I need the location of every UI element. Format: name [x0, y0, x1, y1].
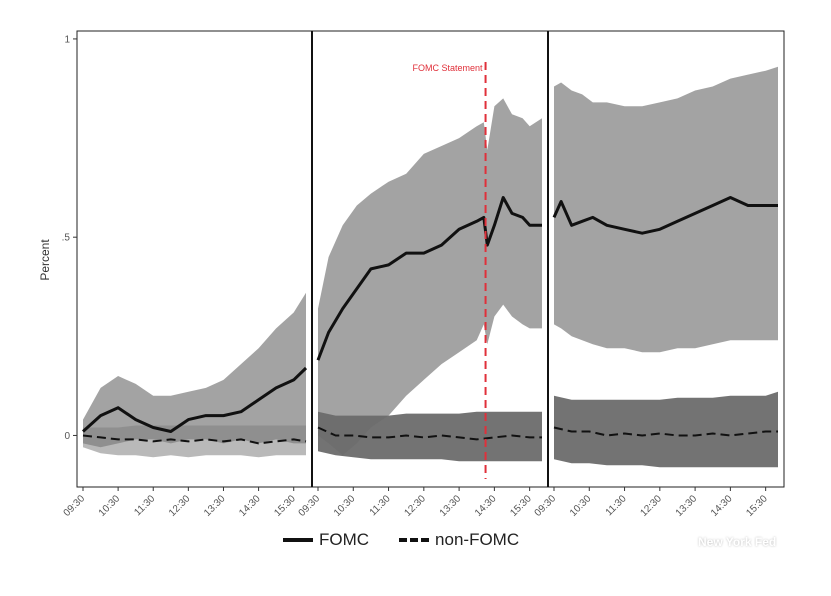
- legend-item-fomc: FOMC: [283, 530, 369, 550]
- series-line-nonfomc-panel-3: [553, 426, 778, 437]
- x-tick-label: 10:30: [97, 493, 123, 519]
- x-tick-label: 11:30: [368, 493, 393, 518]
- x-tick-label: 14:30: [473, 493, 499, 519]
- x-tick-label: 14:30: [709, 493, 735, 519]
- band-nonfomc-panel-3: [554, 391, 778, 468]
- x-tick-label: 11:30: [132, 493, 157, 518]
- x-tick-label: 10:30: [568, 493, 594, 519]
- series-line-nonfomc-panel-1: [82, 434, 307, 445]
- x-tick-label: 09:30: [62, 493, 88, 519]
- legend-swatch-solid: [283, 538, 313, 542]
- y-axis: 0.51: [62, 34, 77, 442]
- x-tick-label: 15:30: [508, 493, 534, 519]
- x-tick-label: 10:30: [332, 493, 358, 519]
- x-tick-label: 12:30: [167, 493, 193, 519]
- series-line-fomc-panel-1: [81, 366, 308, 433]
- y-tick-label: .5: [62, 233, 71, 244]
- annotation-layer: FOMC Statement: [413, 62, 487, 479]
- x-axis: 09:30 10:30 11:30 12:30 13:30 14:30 15:3009:30…: [62, 487, 770, 519]
- x-tick-label: 15:30: [744, 493, 770, 519]
- series-line-fomc-panel-2: [316, 196, 542, 361]
- series-lines: [81, 196, 778, 445]
- fomc-statement-label: FOMC Statement: [413, 63, 484, 73]
- band-fomc-panel-2: [318, 98, 542, 456]
- x-tick-label: 12:30: [402, 493, 428, 519]
- band-fomc-panel-3: [554, 66, 778, 353]
- legend-item-nonfomc: non-FOMC: [399, 530, 519, 550]
- legend-label-nonfomc: non-FOMC: [435, 530, 520, 549]
- series-line-fomc-panel-3: [552, 196, 778, 235]
- plot-border: [76, 30, 785, 488]
- y-tick-label: 0: [64, 431, 70, 442]
- x-tick-label: 13:30: [202, 493, 228, 519]
- x-tick-label: 09:30: [533, 493, 559, 519]
- x-tick-label: 15:30: [272, 493, 298, 519]
- x-tick-label: 09:30: [297, 493, 323, 519]
- legend-swatch-dashed: [399, 538, 430, 542]
- x-tick-label: 12:30: [638, 493, 664, 519]
- watermark-logo: New York Fed: [698, 535, 777, 549]
- panel-frames: [76, 30, 785, 488]
- legend: FOMC non-FOMC: [283, 530, 549, 550]
- x-tick-label: 14:30: [237, 493, 263, 519]
- confidence-bands: [83, 66, 778, 468]
- y-axis-label: Percent: [38, 239, 52, 281]
- x-tick-label: 13:30: [438, 493, 464, 519]
- band-fomc-panel-1: [83, 292, 306, 448]
- series-line-nonfomc-panel-2: [317, 426, 542, 441]
- x-tick-label: 13:30: [674, 493, 700, 519]
- x-tick-label: 11:30: [604, 493, 629, 518]
- legend-label-fomc: FOMC: [319, 530, 370, 549]
- y-tick-label: 1: [64, 34, 70, 45]
